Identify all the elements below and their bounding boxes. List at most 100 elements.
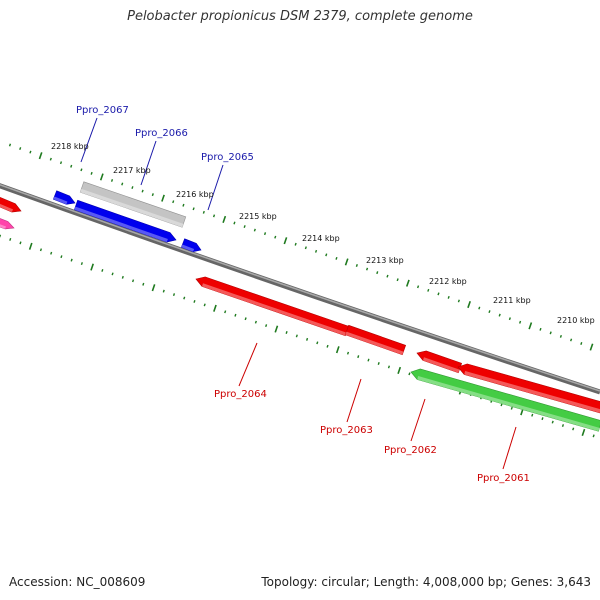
lower-tick — [572, 427, 575, 431]
lower-tick — [9, 237, 12, 241]
lower-tick — [90, 263, 94, 271]
lower-tick — [213, 304, 217, 312]
gene-label-ppro_2066[interactable]: Ppro_2066 — [135, 128, 188, 139]
lower-tick — [224, 310, 227, 314]
lower-tick — [285, 331, 288, 334]
upper-tick — [325, 253, 328, 257]
gene-feature-edge-pink — [0, 218, 15, 230]
lower-tick — [80, 262, 83, 266]
upper-tick — [212, 214, 216, 218]
upper-tick — [121, 182, 124, 186]
upper-tick — [559, 334, 562, 338]
upper-tick — [355, 264, 358, 267]
lower-tick — [183, 296, 186, 300]
upper-tick — [528, 322, 533, 330]
upper-tick — [498, 313, 501, 317]
lower-tick — [367, 358, 370, 362]
upper-tick — [99, 173, 104, 181]
upper-tick — [80, 168, 83, 172]
upper-tick — [508, 317, 511, 321]
upper-tick — [38, 152, 43, 160]
upper-tick — [8, 143, 12, 147]
lower-tick — [274, 325, 279, 333]
leader-line — [80, 117, 98, 163]
upper-tick — [110, 178, 114, 182]
gene-label-ppro_2067[interactable]: Ppro_2067 — [76, 105, 129, 116]
gene-label-ppro_2062[interactable]: Ppro_2062 — [384, 445, 437, 456]
gene-label-ppro_2064[interactable]: Ppro_2064 — [214, 389, 267, 400]
upper-tick — [549, 331, 552, 335]
lower-tick — [131, 279, 135, 283]
gene-label-ppro_2065[interactable]: Ppro_2065 — [201, 152, 254, 163]
lower-tick — [39, 248, 43, 252]
upper-tick — [283, 237, 288, 245]
upper-tick — [344, 258, 349, 266]
gene-label-ppro_2061[interactable]: Ppro_2061 — [477, 473, 530, 484]
upper-tick — [539, 327, 542, 331]
lower-tick — [70, 258, 73, 262]
gene-features — [0, 181, 600, 432]
upper-tick — [386, 274, 389, 278]
upper-tick — [90, 171, 93, 175]
upper-tick — [274, 235, 277, 239]
upper-tick — [70, 164, 73, 168]
kbp-label: 2212 kbp — [429, 277, 467, 286]
lower-tick — [60, 255, 63, 259]
gene-feature-small-blue — [52, 190, 76, 205]
lower-tick — [265, 324, 268, 328]
upper-tick — [19, 147, 22, 151]
lower-tick — [551, 420, 554, 424]
upper-tick — [141, 189, 144, 193]
kbp-label: 2214 kbp — [302, 234, 340, 243]
lower-tick — [592, 434, 595, 438]
lower-tick — [28, 242, 33, 250]
lower-tick — [357, 355, 360, 359]
lower-tick — [377, 362, 380, 365]
lower-tick — [541, 417, 544, 421]
lower-tick — [561, 424, 565, 427]
gene-feature-green — [410, 368, 600, 432]
upper-tick — [405, 279, 410, 287]
upper-tick — [437, 292, 440, 296]
lower-tick — [50, 251, 53, 255]
upper-tick — [161, 194, 165, 202]
upper-tick — [570, 338, 573, 342]
lower-tick — [244, 317, 247, 321]
upper-tick — [447, 295, 450, 299]
lower-tick — [346, 351, 350, 355]
gene-feature-red-2062 — [416, 350, 463, 374]
upper-tick — [304, 246, 307, 250]
upper-tick — [580, 342, 583, 345]
leader-line — [410, 398, 426, 442]
gene-feature-gray — [79, 181, 187, 228]
lower-tick — [19, 241, 22, 245]
leader-line — [346, 378, 362, 423]
upper-tick — [376, 271, 379, 275]
upper-tick — [365, 267, 369, 271]
lower-tick — [305, 337, 309, 341]
upper-tick — [233, 221, 236, 225]
lower-tick — [151, 284, 156, 292]
leader-line — [502, 426, 517, 470]
upper-tick — [182, 203, 185, 207]
kbp-label: 2210 kbp — [557, 316, 595, 325]
upper-tick — [314, 249, 318, 253]
upper-tick — [151, 193, 154, 197]
upper-tick — [518, 320, 522, 324]
lower-tick — [234, 313, 237, 317]
upper-tick — [416, 285, 420, 289]
lower-tick — [387, 365, 391, 369]
accession-text: Accession: NC_008609 — [9, 575, 146, 589]
backbone-highlight — [0, 184, 600, 392]
lower-tick — [295, 334, 298, 338]
lower-tick — [326, 344, 329, 348]
upper-tick — [131, 186, 134, 189]
gene-label-ppro_2063[interactable]: Ppro_2063 — [320, 425, 373, 436]
upper-tick — [396, 278, 399, 282]
tick-marks — [0, 143, 595, 438]
leader-line — [207, 164, 224, 211]
lower-tick — [531, 413, 534, 417]
kbp-label: 2211 kbp — [493, 296, 531, 305]
genome-summary-text: Topology: circular; Length: 4,008,000 bp… — [261, 575, 591, 589]
